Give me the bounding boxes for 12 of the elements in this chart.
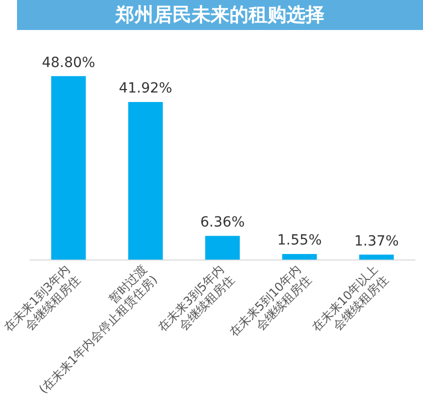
bar <box>205 236 240 260</box>
data-label: 41.92% <box>118 80 172 97</box>
data-label: 1.55% <box>277 232 322 249</box>
bar <box>359 254 394 260</box>
chart-title: 郑州居民未来的租购选择 <box>17 0 423 30</box>
bar <box>51 76 86 260</box>
data-label: 1.37% <box>354 233 399 250</box>
data-label: 6.36% <box>200 214 245 230</box>
data-label: 48.80% <box>42 54 96 71</box>
bar <box>128 102 163 260</box>
bar <box>282 254 317 260</box>
x-tick-label: 在未来1到3年内 会继续租房住 <box>1 262 84 334</box>
